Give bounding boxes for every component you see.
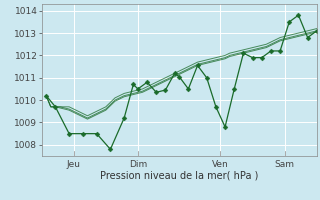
X-axis label: Pression niveau de la mer( hPa ): Pression niveau de la mer( hPa )	[100, 171, 258, 181]
